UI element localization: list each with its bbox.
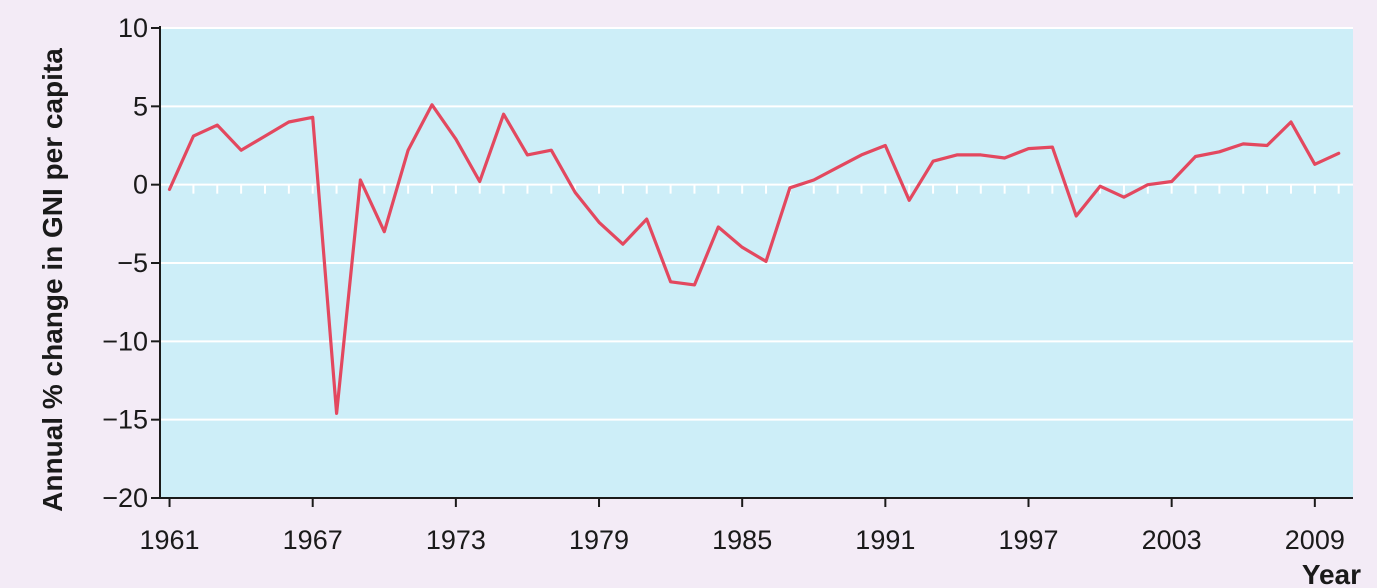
y-tick-label: 5 [133, 91, 148, 121]
y-tick-label: −5 [117, 248, 148, 278]
x-tick-label: 1991 [855, 525, 915, 555]
series-line [167, 103, 1341, 415]
y-tick-label: −10 [102, 326, 148, 356]
x-tick-label: 1973 [426, 525, 486, 555]
zero-line-ticks [192, 184, 1340, 194]
y-tick-label: −20 [102, 483, 148, 513]
y-axis-title: Annual % change in GNI per capita [37, 48, 68, 512]
x-tick-label: 2003 [1142, 525, 1202, 555]
x-axis-title: Year [1302, 559, 1361, 588]
x-ticks: 1961 1967 1973 1979 1985 1991 1997 2003 2009 [140, 498, 1345, 555]
x-tick-label: 1985 [712, 525, 772, 555]
x-tick-label: 1967 [283, 525, 343, 555]
y-tick-label: 0 [133, 170, 148, 200]
series-group [167, 103, 1341, 415]
y-tick-label: −15 [102, 405, 148, 435]
x-tick-label: 1979 [569, 525, 629, 555]
x-tick-label: 2009 [1285, 525, 1345, 555]
y-tick-label: 10 [118, 13, 148, 43]
x-tick-label: 1961 [140, 525, 200, 555]
y-ticks: 10 5 0 −5 −10 −15 −20 [102, 13, 160, 513]
x-tick-label: 1997 [998, 525, 1058, 555]
